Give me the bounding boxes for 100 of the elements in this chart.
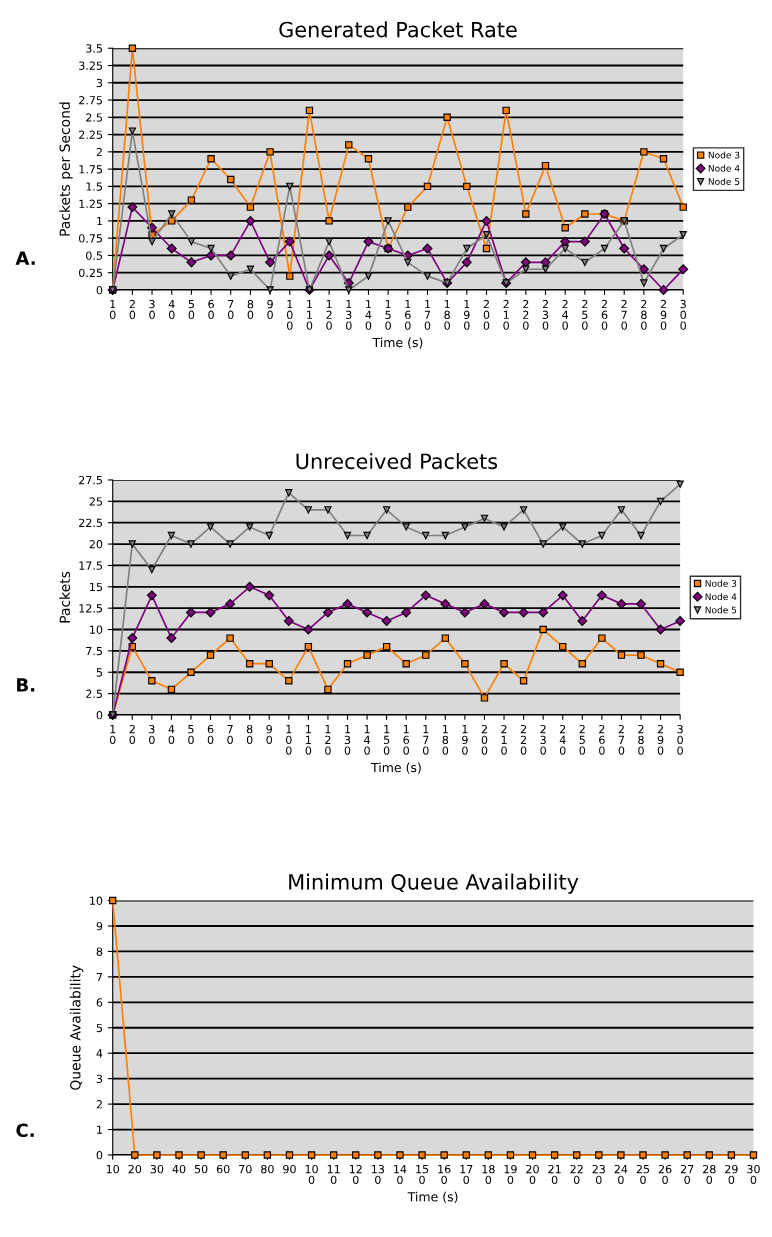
y-tick-label: 0.75 [78,234,103,243]
y-tick-label: 7 [96,972,103,982]
x-tick-label: 90 [267,299,273,320]
y-tick-label: 10 [90,896,103,905]
y-tick-label: 5 [96,1023,103,1033]
y-tick-label: 2 [96,1100,102,1109]
y-tick-label: 10 [90,625,103,634]
x-tick-label: 260 [658,1164,672,1185]
legend-label: Node 5 [705,606,737,614]
x-tick-label: 30 [149,299,155,320]
y-tick-label: 0 [96,285,103,295]
x-tick-label: 270 [621,299,627,330]
x-tick-label: 70 [239,1164,252,1174]
x-tick-label: 170 [460,1165,473,1185]
y-tick-label: 2.5 [86,689,103,698]
x-tick-label: 280 [638,724,644,755]
x-tick-label: 80 [261,1164,274,1174]
x-tick-label: 10 [106,1164,120,1174]
x-tick-label: 290 [657,724,664,755]
y-tick-label: 0 [96,1150,103,1160]
x-tick-label: 200 [526,1164,539,1185]
y-tick-label: 27.5 [79,475,103,485]
x-tick-label: 130 [345,300,352,330]
y-tick-label: 2.5 [86,113,103,122]
x-tick-label: 240 [559,724,566,755]
x-tick-label: 110 [306,300,313,330]
x-tick-label: 250 [579,724,586,755]
y-tick-label: 7.5 [86,647,103,656]
y-tick-label: 3.25 [79,61,103,70]
y-tick-label: 20 [89,540,103,549]
y-tick-label: 3 [96,1074,103,1084]
y-tick-label: 22.5 [79,518,103,528]
y-tick-label: 9 [96,921,103,931]
x-tick-label: 260 [599,724,605,755]
x-tick-label: 70 [227,300,234,320]
chart-title: Minimum Queue Availability [289,873,579,894]
x-tick-label: 80 [247,299,254,320]
x-tick-label: 150 [383,725,390,755]
x-tick-label: 250 [582,299,588,330]
y-axis-title: Packets [59,571,70,623]
x-tick-label: 60 [216,1164,230,1174]
x-tick-label: 240 [562,299,569,330]
x-tick-label: 20 [129,299,136,320]
x-tick-label: 20 [128,1164,142,1174]
x-tick-label: 190 [462,725,468,755]
x-tick-label: 210 [548,1164,561,1185]
x-tick-label: 270 [618,724,625,755]
x-tick-label: 100 [286,300,293,330]
x-tick-label: 140 [394,1165,407,1185]
y-tick-label: 1 [97,1125,102,1134]
y-axis-title: Queue Availability [69,965,84,1090]
x-tick-label: 140 [365,300,372,330]
x-tick-label: 60 [208,299,214,320]
x-tick-label: 210 [503,299,509,330]
x-tick-label: 70 [227,725,233,745]
text: C. [16,1123,34,1138]
text: A. [15,251,35,265]
x-tick-label: 230 [592,1164,605,1185]
y-tick-label: 5 [96,668,103,677]
x-tick-label: 130 [344,725,351,755]
x-tick-label: 120 [349,1164,362,1185]
y-tick-label: 2.25 [79,130,103,139]
x-tick-label: 60 [207,724,214,745]
y-tick-label: 0 [96,710,103,720]
x-tick-label: 230 [540,724,546,755]
x-tick-label: 90 [283,1164,296,1174]
y-tick-label: 1 [97,217,102,226]
x-tick-label: 30 [150,1164,164,1174]
x-tick-label: 260 [601,299,608,330]
x-tick-label: 140 [364,725,370,755]
x-tick-label: 180 [442,725,449,755]
x-axis-title: Time (s) [370,762,421,774]
x-tick-label: 150 [385,300,391,330]
x-tick-label: 110 [327,1165,340,1185]
x-tick-label: 40 [172,1164,186,1174]
chart-title: Generated Packet Rate [279,21,517,38]
x-tick-label: 110 [305,725,312,755]
y-tick-label: 2.75 [79,96,103,105]
legend-label: Node 5 [708,177,740,185]
x-axis-title: Time (s) [407,1191,458,1203]
x-tick-label: 40 [168,300,175,320]
legend-label: Node 3 [705,579,737,587]
x-tick-label: 40 [168,725,175,745]
y-tick-label: 0.25 [78,268,103,278]
x-tick-label: 240 [614,1164,628,1185]
x-tick-label: 250 [636,1164,650,1185]
x-tick-label: 50 [194,1164,208,1174]
x-tick-label: 300 [680,299,687,330]
y-tick-label: 17.5 [79,561,103,570]
x-tick-label: 230 [542,299,549,330]
x-tick-label: 280 [641,299,647,330]
x-tick-label: 100 [286,725,292,755]
x-tick-label: 220 [520,724,527,755]
x-tick-label: 20 [129,724,136,745]
x-tick-label: 270 [680,1164,694,1185]
x-axis-title: Time (s) [372,337,423,349]
y-tick-label: 25 [89,497,103,506]
chart-title: Unreceived Packets [296,453,498,470]
x-tick-label: 170 [422,725,429,755]
y-tick-label: 1.5 [86,182,103,191]
